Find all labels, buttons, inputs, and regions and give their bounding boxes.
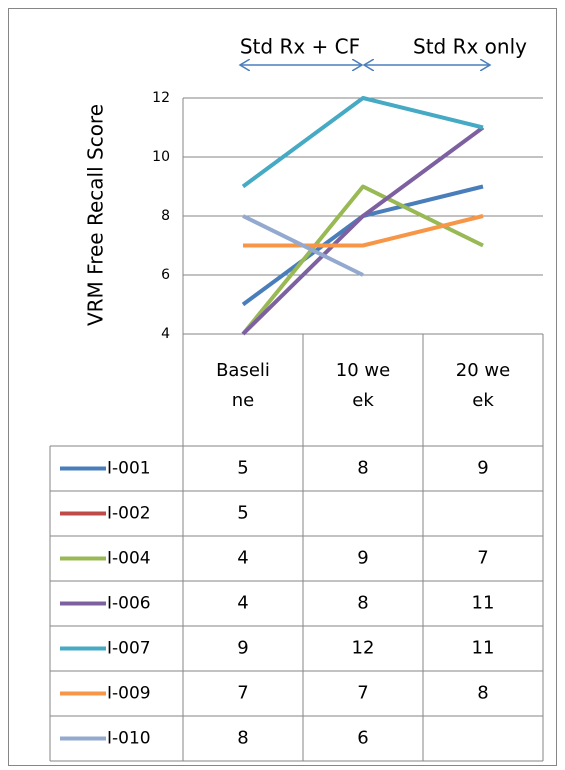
table-value: 7 bbox=[357, 683, 368, 704]
table-value: 9 bbox=[477, 458, 488, 479]
chart-border bbox=[8, 8, 557, 766]
table-value: 9 bbox=[237, 638, 248, 659]
annotation: Std Rx only bbox=[413, 35, 527, 59]
table-value: 5 bbox=[237, 503, 248, 524]
y-axis-title: VRM Free Recall Score bbox=[84, 104, 108, 326]
legend-label: I-009 bbox=[107, 684, 151, 704]
table-value: 6 bbox=[357, 728, 368, 749]
table-value: 4 bbox=[237, 548, 248, 569]
table-value: 8 bbox=[357, 593, 368, 614]
table-value: 11 bbox=[472, 593, 495, 614]
y-tick-label: 8 bbox=[161, 208, 170, 224]
y-tick-label: 4 bbox=[161, 326, 170, 342]
series-line bbox=[241, 125, 485, 336]
table-value: 8 bbox=[357, 458, 368, 479]
legend-label: I-002 bbox=[107, 504, 151, 524]
series-line bbox=[241, 96, 484, 189]
table-value: 4 bbox=[237, 593, 248, 614]
annotation: Std Rx + CF bbox=[240, 35, 360, 59]
x-tick-label: 20 week bbox=[455, 360, 511, 411]
legend-label: I-010 bbox=[107, 729, 151, 749]
legend-label: I-006 bbox=[107, 594, 151, 614]
table-value: 7 bbox=[477, 548, 488, 569]
table-value: 7 bbox=[237, 683, 248, 704]
legend-label: I-007 bbox=[107, 639, 151, 659]
legend-label: I-001 bbox=[107, 459, 151, 479]
legend-label: I-004 bbox=[107, 549, 151, 569]
table-value: 12 bbox=[352, 638, 375, 659]
series-line bbox=[242, 214, 364, 277]
table-value: 5 bbox=[237, 458, 248, 479]
y-tick-label: 6 bbox=[161, 267, 170, 283]
y-tick-label: 12 bbox=[152, 90, 170, 106]
table-value: 11 bbox=[472, 638, 495, 659]
series-line bbox=[241, 184, 484, 336]
series-line bbox=[243, 214, 484, 248]
table-value: 8 bbox=[237, 728, 248, 749]
y-tick-label: 10 bbox=[152, 149, 170, 165]
x-tick-label: 10 week bbox=[335, 360, 391, 411]
table-value: 9 bbox=[357, 548, 368, 569]
x-tick-label: Baseline bbox=[216, 360, 270, 411]
table-value: 8 bbox=[477, 683, 488, 704]
